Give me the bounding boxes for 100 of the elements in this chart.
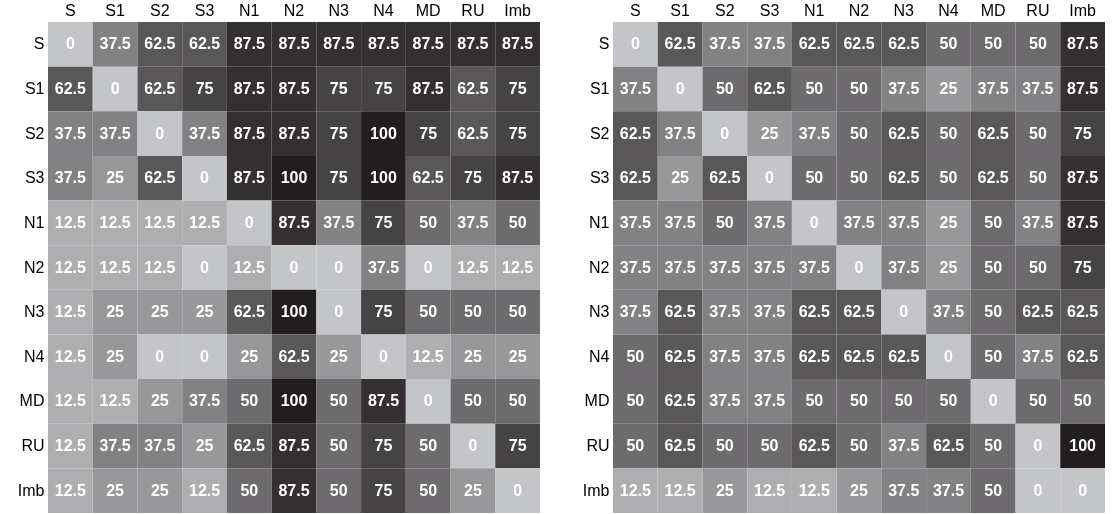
data-label: 12.5 <box>54 481 87 499</box>
y-tick-label: MD <box>19 392 45 410</box>
y-tick-label: Imb <box>17 481 45 499</box>
data-label: 50 <box>419 303 438 321</box>
data-label: 75 <box>464 169 482 187</box>
data-label: 75 <box>1073 258 1092 276</box>
x-tick-label: N4 <box>938 1 959 19</box>
data-label: 100 <box>280 303 308 321</box>
data-label: 37.5 <box>1022 347 1054 365</box>
data-label: 50 <box>984 437 1003 455</box>
x-tick-label: N3 <box>328 1 350 19</box>
data-label: 87.5 <box>1067 213 1099 231</box>
data-label: 37.5 <box>188 392 221 410</box>
data-label: 25 <box>106 481 125 499</box>
data-label: 0 <box>809 213 819 231</box>
data-label: 12.5 <box>144 213 176 231</box>
data-label: 87.5 <box>278 213 310 231</box>
data-label: 25 <box>464 347 482 365</box>
data-label: 0 <box>1033 481 1043 499</box>
y-tick-label: N4 <box>589 347 610 365</box>
data-label: 0 <box>513 481 523 499</box>
data-label: 25 <box>850 481 868 499</box>
data-label: 62.5 <box>233 303 265 321</box>
data-label: 37.5 <box>54 124 87 142</box>
data-label: 50 <box>329 481 348 499</box>
data-label: 87.5 <box>278 35 310 53</box>
data-label: 62.5 <box>457 124 489 142</box>
data-label: 50 <box>939 392 958 410</box>
x-tick-label: N2 <box>848 1 870 19</box>
x-tick-label: S3 <box>759 1 780 19</box>
data-label: 62.5 <box>932 437 965 455</box>
data-label: 62.5 <box>278 347 310 365</box>
data-label: 12.5 <box>188 213 221 231</box>
data-label: 37.5 <box>99 35 131 53</box>
data-label: 25 <box>150 392 169 410</box>
y-tick-label: N2 <box>589 258 610 276</box>
data-label: 50 <box>626 347 645 365</box>
data-label: 37.5 <box>367 258 400 276</box>
data-label: 50 <box>1029 35 1047 53</box>
data-label: 37.5 <box>1022 213 1054 231</box>
data-label: 37.5 <box>753 392 786 410</box>
data-label: 25 <box>329 347 348 365</box>
data-label: 87.5 <box>1067 79 1099 97</box>
data-label: 50 <box>984 347 1003 365</box>
data-label: 0 <box>675 79 685 97</box>
data-label: 37.5 <box>323 213 355 231</box>
data-label: 25 <box>106 347 125 365</box>
data-label: 37.5 <box>619 303 652 321</box>
data-label: 0 <box>1078 481 1088 499</box>
data-label: 25 <box>508 347 527 365</box>
data-label: 62.5 <box>412 169 444 187</box>
data-label: 37.5 <box>753 347 786 365</box>
data-label: 87.5 <box>278 124 310 142</box>
data-label: 37.5 <box>709 392 741 410</box>
data-label: 75 <box>508 124 527 142</box>
data-label: 12.5 <box>99 392 131 410</box>
data-label: 0 <box>1033 437 1043 455</box>
data-label: 37.5 <box>619 258 652 276</box>
y-tick-label: S2 <box>589 124 610 142</box>
data-label: 0 <box>423 258 433 276</box>
data-label: 62.5 <box>843 303 875 321</box>
data-label: 62.5 <box>664 347 696 365</box>
data-label: 37.5 <box>709 258 741 276</box>
data-label: 50 <box>850 437 868 455</box>
data-label: 25 <box>106 303 125 321</box>
data-label: 50 <box>419 213 438 231</box>
data-label: 50 <box>329 437 348 455</box>
data-label: 12.5 <box>54 347 87 365</box>
data-label: 75 <box>374 79 393 97</box>
data-label: 50 <box>508 392 527 410</box>
data-label: 62.5 <box>798 347 830 365</box>
data-label: 100 <box>280 392 308 410</box>
data-label: 50 <box>850 392 868 410</box>
data-label: 50 <box>850 124 868 142</box>
data-label: 62.5 <box>977 124 1009 142</box>
data-label: 37.5 <box>843 213 875 231</box>
y-tick-label: S3 <box>24 169 45 187</box>
data-label: 87.5 <box>278 79 310 97</box>
data-label: 87.5 <box>278 437 310 455</box>
data-label: 62.5 <box>619 124 652 142</box>
x-tick-label: S1 <box>670 1 690 19</box>
data-label: 62.5 <box>977 169 1009 187</box>
data-label: 62.5 <box>144 35 176 53</box>
data-label: 0 <box>468 437 478 455</box>
data-label: 50 <box>1029 169 1047 187</box>
data-label: 12.5 <box>54 437 87 455</box>
data-label: 75 <box>329 124 348 142</box>
data-label: 37.5 <box>977 79 1009 97</box>
data-label: 37.5 <box>888 213 920 231</box>
data-label: 0 <box>944 347 953 365</box>
data-label: 37.5 <box>664 258 696 276</box>
x-tick-label: S <box>630 1 641 19</box>
data-label: 37.5 <box>664 213 696 231</box>
data-label: 50 <box>240 392 259 410</box>
data-label: 25 <box>150 481 169 499</box>
data-label: 0 <box>200 347 210 365</box>
data-label: 75 <box>374 213 393 231</box>
data-label: 12.5 <box>54 303 87 321</box>
y-tick-label: S2 <box>24 124 45 142</box>
data-label: 50 <box>894 392 913 410</box>
